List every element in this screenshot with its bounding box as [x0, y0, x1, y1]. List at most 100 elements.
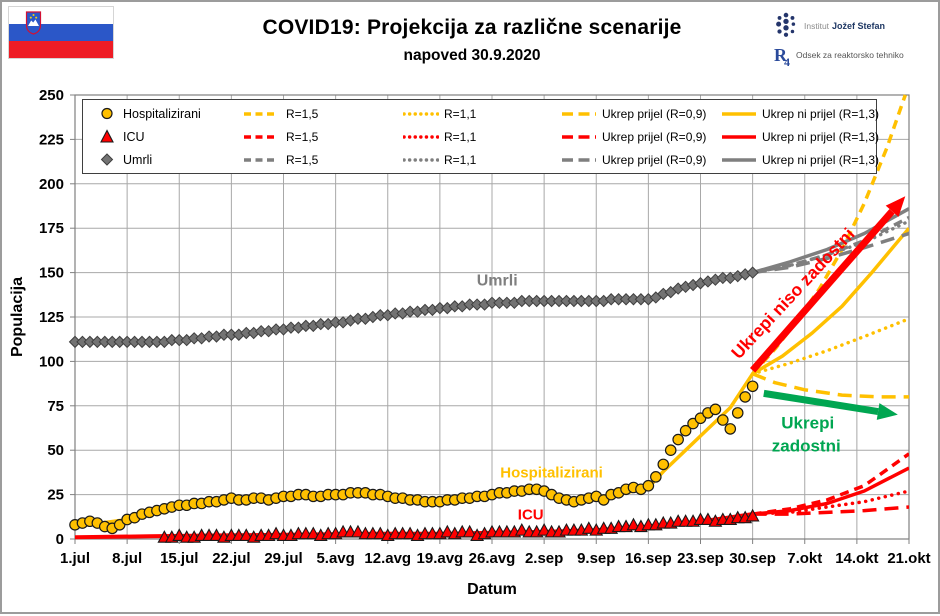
y-tick-label: 225 — [39, 131, 64, 148]
annotation-icu: ICU — [518, 506, 544, 523]
y-tick-label: 175 — [39, 220, 64, 237]
series-hospitalizirani — [69, 380, 759, 535]
legend-scenario-label: R=1,5 — [286, 106, 319, 121]
axes: 1.jul 8.jul 15.jul 22.jul 29.jul 5.avg 12.avg 1… — [9, 87, 931, 598]
annotation-umrli: Umrli — [477, 272, 518, 289]
r4-number: 4 — [784, 55, 790, 69]
slovenia-coat-of-arms-icon — [25, 11, 42, 35]
legend-line-dashed-icon — [244, 157, 278, 162]
projection-hospitalizirani-ukrep-prijel-r-0-9- — [751, 372, 909, 399]
x-tick-label: 16.sep — [625, 550, 672, 567]
legend-scenario-label: Ukrep ni prijel (R=1,3) — [762, 152, 880, 167]
annotation-ukrepi: Ukrepi — [781, 414, 834, 433]
projection-icu-r-1-1 — [750, 489, 909, 516]
legend-scenario-label: R=1,5 — [286, 129, 319, 144]
annotation-arrows — [749, 196, 906, 420]
series-umrli — [68, 266, 759, 349]
projection-hospitalizirani-r-1-1 — [750, 317, 909, 376]
x-tick-label: 30.sep — [729, 550, 776, 567]
x-tick-label: 21.okt — [887, 550, 930, 567]
ijs-name-light: Institut — [804, 21, 830, 31]
y-tick-label: 50 — [47, 442, 64, 459]
annotation-ukrepi-niso-zadostni: Ukrepi niso zadostni — [727, 224, 858, 363]
legend-scenario-label: Ukrep prijel (R=0,9) — [602, 152, 707, 167]
legend-line-longdash-icon — [562, 111, 596, 116]
legend-scenario-label: R=1,1 — [444, 152, 477, 167]
department-name: Odsek za reaktorsko tehniko — [796, 50, 904, 60]
fit-line-umrli — [75, 271, 753, 344]
legend-scenario-label: Ukrep ni prijel (R=1,3) — [762, 129, 880, 144]
legend-scenario-label: Ukrep prijel (R=0,9) — [602, 129, 707, 144]
annotation-labels: Umrli Hospitalizirani ICU Ukrepi niso zados… — [477, 224, 859, 524]
legend-series-icu: ICU — [123, 129, 145, 144]
x-tick-label: 19.avg — [417, 550, 464, 567]
x-tick-label: 22.jul — [212, 550, 250, 567]
x-tick-label: 29.jul — [264, 550, 302, 567]
legend-marker-triangle-icon — [100, 129, 114, 143]
x-tick-label: 15.jul — [160, 550, 198, 567]
series-icu — [157, 508, 760, 543]
chart-legend: Hospitalizirani R=1,5 R=1,1 Ukrep prijel (R… — [82, 99, 880, 174]
legend-line-solid-icon — [722, 134, 756, 139]
annotation-hospitalizirani: Hospitalizirani — [500, 465, 603, 482]
legend-line-dashed-icon — [244, 111, 278, 116]
ijs-name: Institut Jožef Stefan — [804, 21, 885, 31]
ijs-logo-row: Institut Jožef Stefan — [774, 12, 930, 40]
x-tick-label: 12.avg — [364, 550, 411, 567]
legend-scenario-label: R=1,1 — [444, 129, 477, 144]
legend-line-dotted-icon — [403, 134, 439, 139]
x-tick-label: 5.avg — [316, 550, 354, 567]
flag-stripe-red — [9, 41, 113, 58]
legend-series-hospitalizirani: Hospitalizirani — [123, 106, 201, 121]
y-tick-label: 75 — [47, 398, 64, 415]
y-tick-label: 0 — [56, 531, 64, 548]
legend-line-dotted-icon — [403, 111, 439, 116]
legend-marker-diamond-icon — [100, 153, 114, 166]
projection-umrli-r-1-5 — [752, 215, 909, 275]
projection-icu-ukrep-prijel-r-0-9- — [752, 505, 909, 516]
ijs-name-bold: Jožef Stefan — [832, 21, 886, 31]
legend-scenario-label: R=1,1 — [444, 106, 477, 121]
x-tick-label: 2.sep — [525, 550, 563, 567]
y-tick-label: 200 — [39, 176, 64, 193]
ukrepi-zadostni-arrow-head — [876, 403, 898, 420]
legend-marker-circle-icon — [101, 107, 113, 120]
legend-scenario-label: Ukrep prijel (R=0,9) — [602, 106, 707, 121]
x-tick-label: 8.jul — [112, 550, 142, 567]
annotation-zadostni: zadostni — [772, 437, 841, 456]
ijs-dots-logo-icon — [776, 12, 796, 37]
y-tick-label: 25 — [47, 487, 64, 504]
projection-umrli-ukrep-prijel-r-0-9- — [752, 231, 909, 275]
x-axis-title: Datum — [467, 581, 517, 598]
y-tick-label: 250 — [39, 87, 64, 104]
x-tick-label: 26.avg — [469, 550, 516, 567]
x-tick-label: 14.okt — [835, 550, 878, 567]
legend-line-longdash-icon — [562, 134, 596, 139]
x-tick-label: 7.okt — [787, 550, 822, 567]
legend-series-umrli: Umrli — [123, 152, 153, 167]
legend-scenario-label: R=1,5 — [286, 152, 319, 167]
legend-line-dotted-icon — [403, 157, 439, 162]
ukrepi-niso-zadostni-arrow-head — [885, 196, 906, 217]
x-tick-label: 9.sep — [577, 550, 615, 567]
ukrepi-niso-zadostni-arrow — [749, 208, 895, 373]
y-axis-title: Populacija — [9, 277, 26, 357]
legend-line-solid-icon — [722, 157, 756, 162]
legend-scenario-label: Ukrep ni prijel (R=1,3) — [762, 106, 880, 121]
y-tick-label: 150 — [39, 265, 64, 282]
y-tick-label: 100 — [39, 353, 64, 370]
projection-hospitalizirani-ukrep-ni-prijel-r-1-3- — [751, 227, 909, 376]
x-tick-label: 23.sep — [677, 550, 724, 567]
slovenia-flag — [8, 6, 114, 59]
projection-icu-ukrep-ni-prijel-r-1-3- — [752, 466, 909, 516]
r4-letter: R — [774, 45, 787, 65]
y-tick-label: 125 — [39, 309, 64, 326]
ukrepi-zadostni-arrow — [763, 389, 879, 415]
projection-icu-r-1-5 — [752, 452, 909, 516]
x-tick-label: 1.jul — [60, 550, 90, 567]
